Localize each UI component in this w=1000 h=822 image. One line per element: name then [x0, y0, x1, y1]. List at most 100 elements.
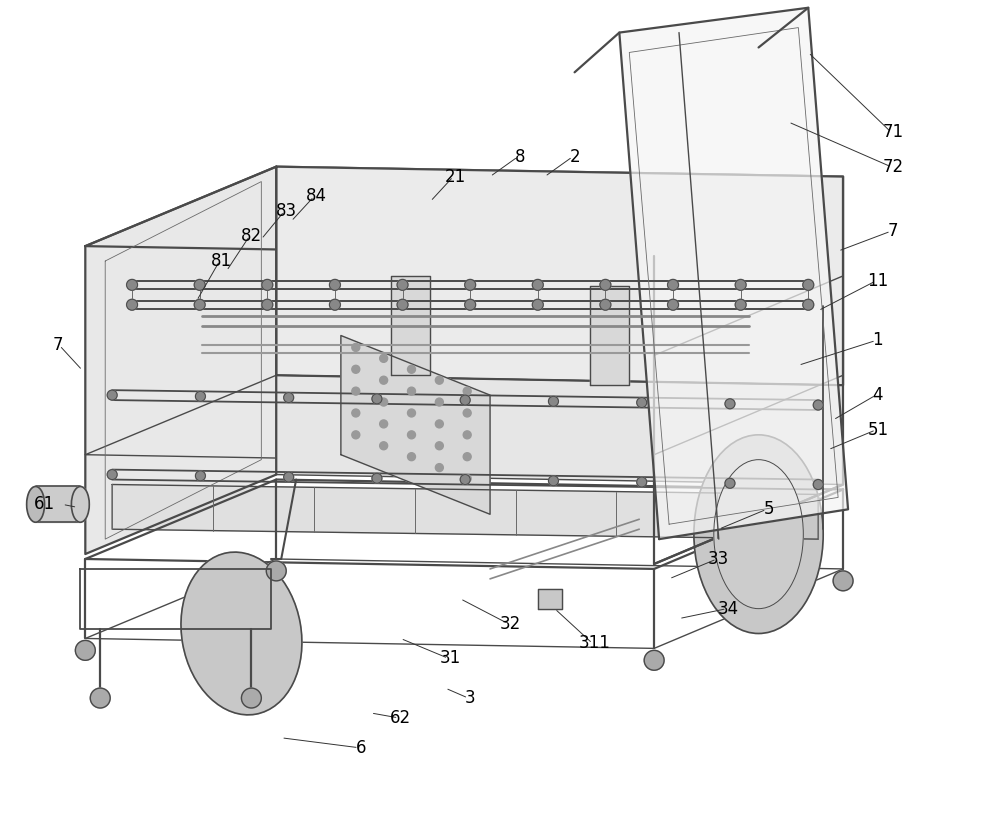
Circle shape — [380, 398, 388, 406]
Circle shape — [465, 299, 476, 310]
Text: 21: 21 — [445, 168, 466, 186]
Text: 83: 83 — [276, 202, 297, 220]
Text: 84: 84 — [306, 187, 327, 206]
Text: 2: 2 — [569, 148, 580, 166]
Circle shape — [813, 400, 823, 410]
Circle shape — [735, 299, 746, 310]
Circle shape — [194, 299, 205, 310]
Polygon shape — [85, 167, 843, 256]
Text: 6: 6 — [356, 739, 366, 757]
Circle shape — [194, 279, 205, 290]
Circle shape — [813, 479, 823, 489]
Circle shape — [435, 398, 443, 406]
Circle shape — [397, 279, 408, 290]
Circle shape — [408, 365, 415, 373]
Text: 33: 33 — [708, 550, 729, 568]
Circle shape — [833, 571, 853, 591]
Circle shape — [329, 279, 340, 290]
Circle shape — [548, 476, 558, 486]
Circle shape — [380, 354, 388, 363]
Circle shape — [352, 409, 360, 417]
Circle shape — [408, 431, 415, 439]
Circle shape — [195, 391, 205, 401]
Circle shape — [408, 453, 415, 460]
Polygon shape — [85, 167, 276, 554]
Circle shape — [352, 365, 360, 373]
Circle shape — [435, 464, 443, 472]
Circle shape — [266, 561, 286, 581]
Text: 32: 32 — [499, 615, 521, 633]
Circle shape — [532, 299, 543, 310]
Ellipse shape — [694, 435, 823, 634]
Polygon shape — [36, 487, 80, 522]
Text: 8: 8 — [515, 148, 525, 166]
Circle shape — [644, 650, 664, 670]
Circle shape — [460, 395, 470, 405]
Circle shape — [127, 299, 138, 310]
Text: 311: 311 — [579, 635, 610, 653]
Circle shape — [75, 640, 95, 660]
Circle shape — [397, 299, 408, 310]
Circle shape — [90, 688, 110, 708]
Circle shape — [107, 469, 117, 479]
Circle shape — [241, 688, 261, 708]
Circle shape — [463, 409, 471, 417]
Text: 82: 82 — [241, 227, 262, 245]
Circle shape — [372, 394, 382, 404]
Polygon shape — [276, 167, 843, 386]
Circle shape — [352, 387, 360, 395]
Polygon shape — [341, 335, 490, 515]
Circle shape — [668, 299, 679, 310]
Circle shape — [463, 387, 471, 395]
Circle shape — [465, 279, 476, 290]
Polygon shape — [85, 376, 843, 464]
Text: 61: 61 — [34, 496, 55, 514]
Circle shape — [460, 474, 470, 484]
Circle shape — [380, 376, 388, 384]
Polygon shape — [391, 276, 430, 376]
Circle shape — [408, 387, 415, 395]
Text: 7: 7 — [888, 222, 898, 240]
Circle shape — [195, 471, 205, 481]
Text: 72: 72 — [882, 158, 903, 176]
Text: 81: 81 — [211, 252, 232, 270]
Circle shape — [372, 473, 382, 483]
Circle shape — [600, 279, 611, 290]
Circle shape — [463, 453, 471, 460]
Text: 1: 1 — [873, 331, 883, 349]
Circle shape — [637, 398, 647, 408]
Polygon shape — [276, 376, 843, 484]
Circle shape — [380, 420, 388, 428]
Text: 51: 51 — [867, 421, 888, 439]
Circle shape — [435, 420, 443, 428]
Polygon shape — [619, 7, 848, 539]
Ellipse shape — [181, 552, 302, 715]
Text: 3: 3 — [465, 689, 475, 707]
Circle shape — [637, 477, 647, 487]
Polygon shape — [85, 167, 276, 455]
Circle shape — [262, 299, 273, 310]
Ellipse shape — [71, 487, 89, 522]
Circle shape — [127, 279, 138, 290]
Text: 71: 71 — [882, 123, 903, 141]
Text: 31: 31 — [440, 649, 461, 667]
Circle shape — [803, 279, 814, 290]
Text: 62: 62 — [390, 709, 411, 727]
Circle shape — [548, 396, 558, 406]
Circle shape — [352, 344, 360, 352]
Circle shape — [262, 279, 273, 290]
Circle shape — [463, 431, 471, 439]
Text: 34: 34 — [718, 600, 739, 617]
Circle shape — [329, 299, 340, 310]
Circle shape — [352, 431, 360, 439]
Circle shape — [107, 390, 117, 400]
Ellipse shape — [714, 459, 803, 608]
Text: 7: 7 — [52, 336, 63, 354]
Circle shape — [725, 399, 735, 409]
Circle shape — [284, 472, 294, 482]
Circle shape — [380, 441, 388, 450]
Polygon shape — [590, 286, 629, 386]
Polygon shape — [112, 484, 818, 539]
Circle shape — [600, 299, 611, 310]
Ellipse shape — [27, 487, 45, 522]
